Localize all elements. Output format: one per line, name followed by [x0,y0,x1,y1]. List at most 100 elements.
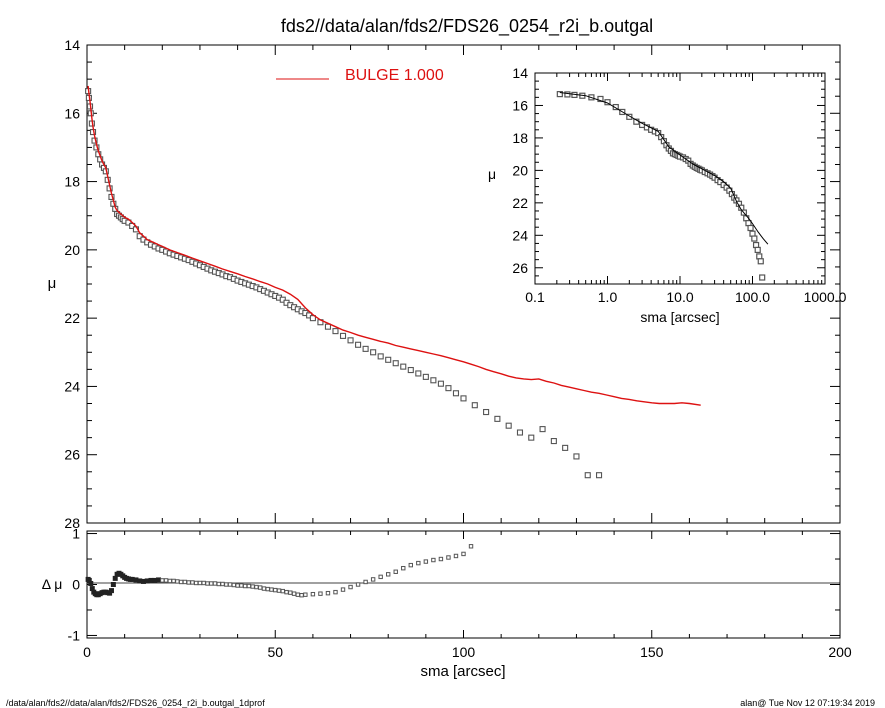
residual-data-point [408,562,413,568]
residual-data-point [112,575,118,581]
residual-data-point [303,592,308,597]
inset-ticks: 0.1 1.0 10.0 100.0 1000.0 14 16 18 20 22 24 26 [512,65,846,305]
residual-data-point [227,582,233,587]
inset-data-point [564,91,571,98]
residual-data-point [231,582,237,588]
footer-file-path: /data/alan/fds2//data/alan/fds2/FDS26_02… [6,698,265,708]
residual-data-point [160,578,165,583]
main-data-point [430,377,437,384]
main-data-point [460,395,467,402]
main-data-point [471,402,478,409]
main-x-axis-label: sma [arcsec] [420,663,505,680]
main-data-point [362,345,369,352]
residual-data-point [167,578,173,584]
main-data-point [332,328,339,335]
main-data-point [584,472,591,479]
main-y-tick-label: 22 [64,310,80,326]
main-data-point [452,390,460,397]
inset-data-point [745,220,752,227]
main-data-point [494,415,501,422]
residual-data-point [108,588,114,594]
x-tick-label: 100 [452,644,476,660]
residual-data-point [224,582,229,587]
inset-data-points [556,90,766,281]
main-data-point [483,408,490,416]
residual-data-point [273,587,278,593]
main-data-point [505,422,512,429]
main-data-point [324,323,332,330]
residual-data-point [325,590,331,596]
residual-data-point [284,589,289,595]
main-data-point [539,426,546,433]
main-y-tick-label: 18 [64,174,80,190]
residual-data-point [186,580,191,585]
residual-data-point [288,590,293,595]
residual-data-point [156,577,162,583]
main-y-tick-label: 26 [64,447,80,463]
inset-x-tick-label: 0.1 [525,289,545,305]
inset-data-point [749,230,756,237]
inset-x-tick-label: 10.0 [666,289,693,305]
residual-data-point [348,584,353,590]
residual-data-point [261,586,267,591]
inset-data-point [751,235,758,242]
residual-data-point [386,572,391,577]
main-data-point [339,332,347,339]
legend-label: BULGE 1.000 [345,67,444,84]
residual-data-point [216,581,221,587]
main-panel: 14 16 18 20 22 24 26 28 μ BULGE 1.000 [48,37,841,531]
residual-data-point [340,587,346,592]
residual-data-point [461,551,466,557]
main-data-point [415,370,422,377]
main-data-point [550,438,557,445]
main-data-point [595,472,603,479]
inset-y-tick-label: 22 [512,195,528,211]
inset-y-tick-label: 24 [512,227,528,243]
residual-data-point [175,579,180,584]
main-y-tick-label: 20 [64,242,80,258]
residual-data-point [310,591,316,597]
inset-data-point [597,95,604,103]
main-ticks: 14 16 18 20 22 24 26 28 [64,37,841,531]
main-data-point [385,356,392,363]
residual-data-points [85,544,474,598]
residual-data-point [257,585,263,590]
residual-y-tick-label: -1 [68,627,81,643]
inset-data-point [757,258,764,265]
residual-data-point [163,578,169,583]
x-tick-label: 0 [83,644,91,660]
residual-data-point [178,579,184,585]
inset-data-point [626,113,633,120]
main-data-point [528,434,535,441]
main-data-point [347,337,354,344]
main-y-tick-label: 24 [64,378,80,394]
residual-data-point [242,583,248,589]
main-data-points [85,88,603,479]
residual-data-point [280,588,285,594]
inset-data-point [756,253,763,260]
main-data-point [370,349,377,356]
x-tick-label: 50 [267,644,283,660]
main-data-point [422,373,429,380]
residual-data-point [291,591,297,596]
residual-data-point [423,559,429,564]
residual-data-point [254,584,259,590]
inset-y-tick-label: 14 [512,65,528,81]
inset-frame [534,72,826,285]
inset-data-point [759,274,766,281]
main-y-tick-label: 28 [64,515,80,531]
residual-y-tick-label: 1 [72,526,80,542]
residual-data-point [220,581,225,587]
residual-y-axis-label: Δ μ [42,576,63,592]
residual-data-point [182,579,188,585]
inset-x-tick-label: 1000.0 [804,289,847,305]
x-tick-label: 200 [828,644,852,660]
inset-data-point [747,224,754,232]
residual-data-point [431,557,436,563]
residual-data-point [171,578,176,584]
residual-data-point [468,544,474,549]
main-data-point [377,353,384,360]
main-data-point [437,380,444,387]
